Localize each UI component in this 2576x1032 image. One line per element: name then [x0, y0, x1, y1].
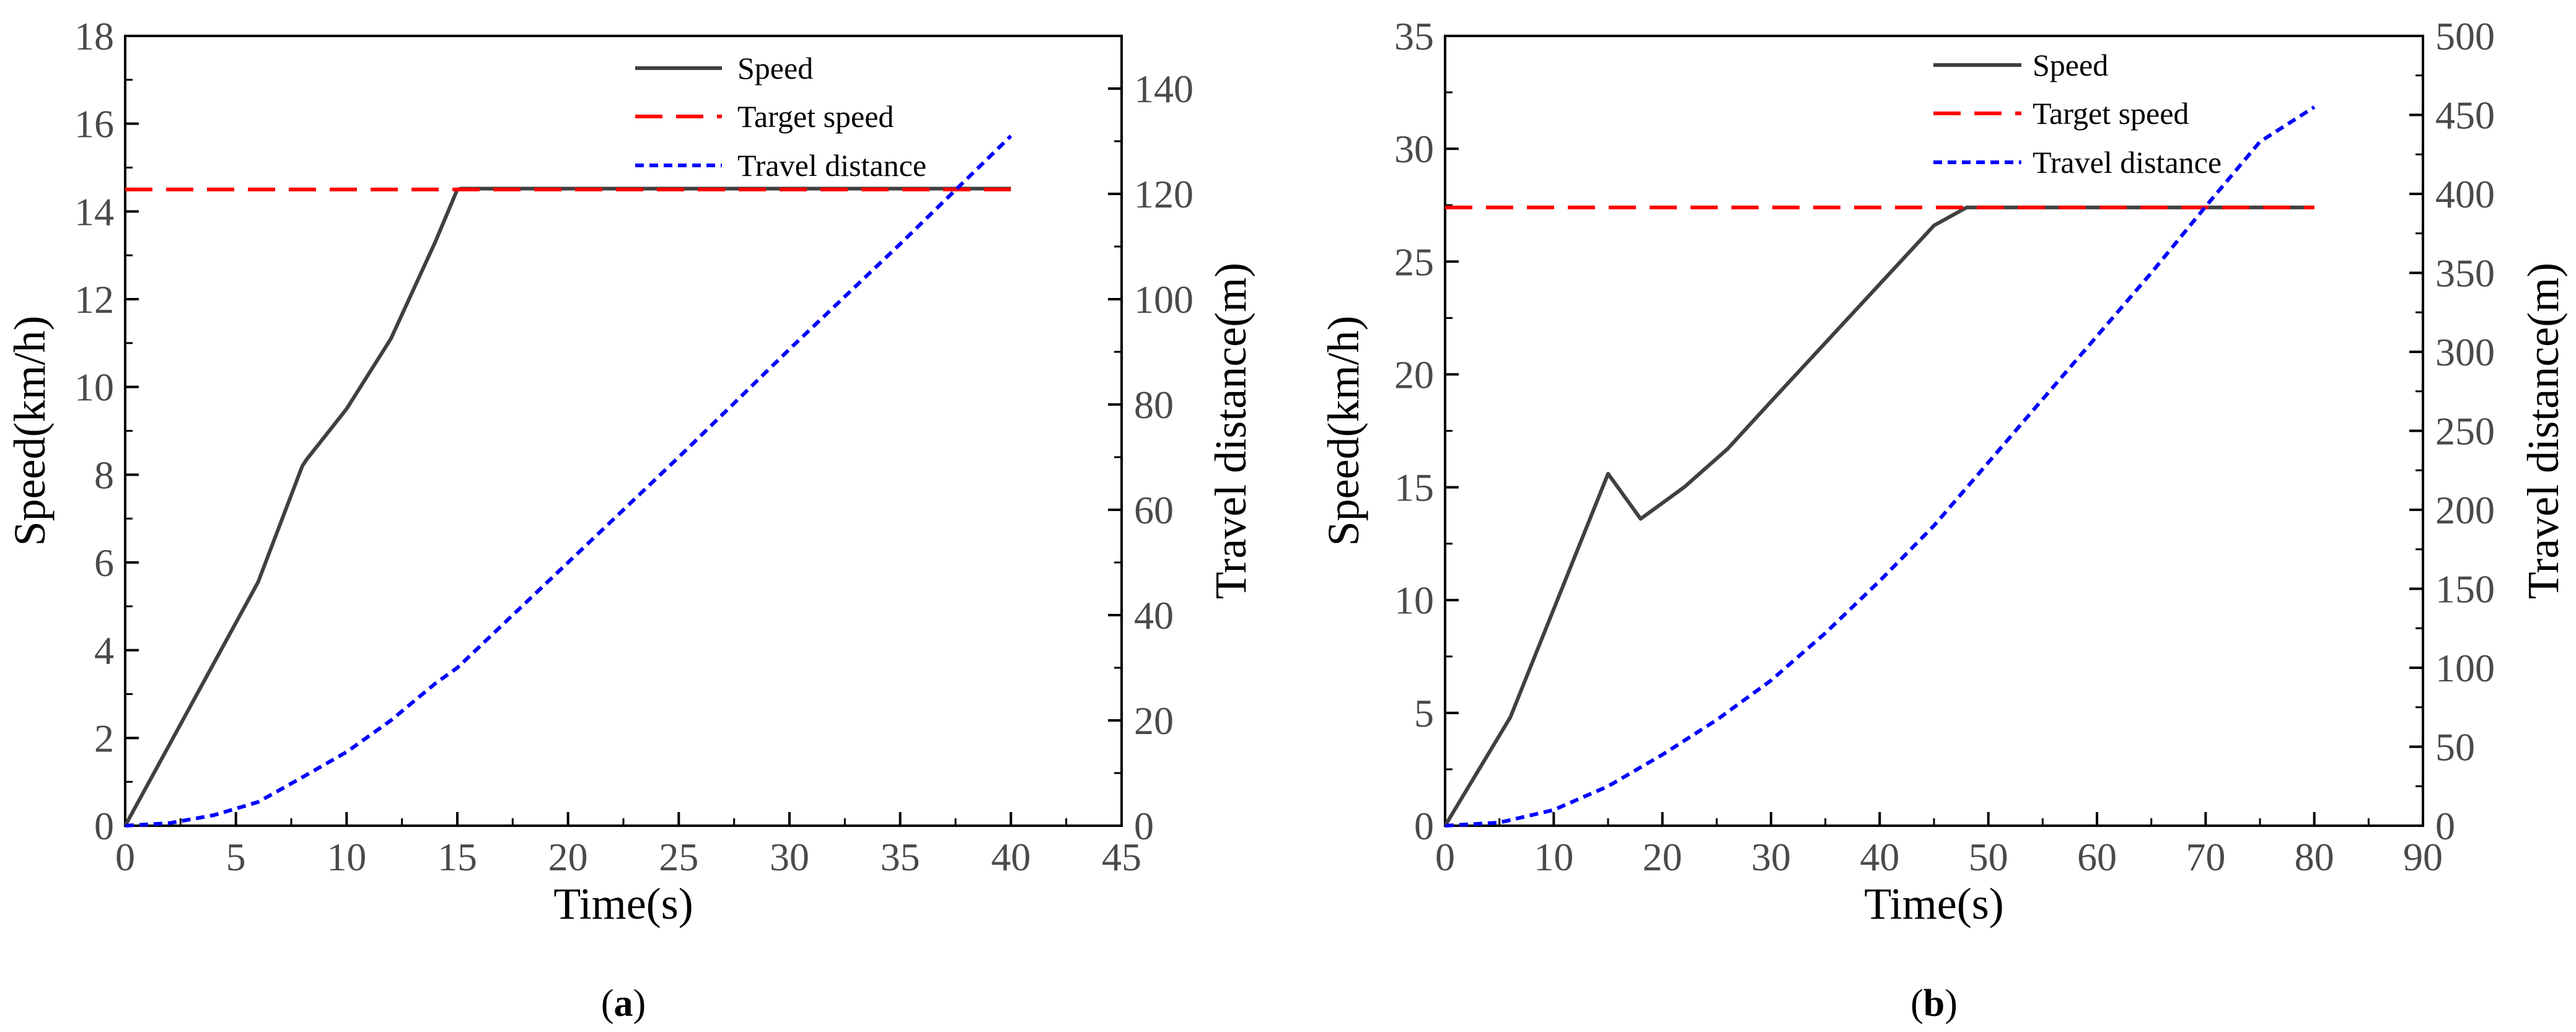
x-tick-label: 80: [2295, 835, 2334, 879]
y2-tick-label: 100: [1134, 278, 1193, 321]
y-tick-label: 35: [1394, 14, 1434, 58]
y2-tick-label: 300: [2435, 330, 2495, 374]
caption-close-paren: ): [633, 982, 646, 1025]
plot-frame: [124, 35, 1123, 827]
y-tick-label: 20: [1394, 352, 1434, 396]
y-tick-label: 25: [1394, 240, 1434, 284]
y-tick-label: 16: [74, 102, 114, 146]
y-tick-label: 6: [94, 541, 114, 585]
legend-label: Speed: [2033, 48, 2108, 82]
x-tick-label: 0: [115, 835, 135, 879]
series-line-travel-distance: [1444, 105, 2316, 828]
series-line-speed: [123, 186, 1011, 827]
y2-tick-label: 50: [2435, 725, 2475, 769]
y2-tick-label: 150: [2435, 567, 2495, 611]
y2-tick-label: 450: [2435, 94, 2495, 138]
legend-label: Travel distance: [737, 148, 926, 183]
x-tick-label: 70: [2186, 835, 2225, 879]
y2-axis-title: Travel distance(m): [1206, 263, 1255, 599]
x-tick-label: 25: [659, 835, 698, 879]
y-tick-label: 15: [1394, 466, 1434, 510]
x-tick-label: 35: [881, 835, 920, 879]
series-line-travel-distance: [125, 134, 1013, 828]
x-tick-label: 5: [226, 835, 246, 879]
y2-tick-label: 80: [1134, 383, 1174, 427]
x-tick-label: 20: [548, 835, 588, 879]
caption-open-paren: (: [1910, 982, 1923, 1025]
x-tick-label: 20: [1643, 835, 1682, 879]
y2-tick-label: 350: [2435, 251, 2495, 295]
x-tick-label: 30: [1751, 835, 1791, 879]
series-line-speed: [1443, 205, 2314, 827]
y2-tick-label: 140: [1134, 67, 1193, 111]
legend-label: Speed: [737, 51, 813, 85]
y2-axis-title: Travel distance(m): [2518, 263, 2568, 599]
y2-tick-label: 60: [1134, 488, 1174, 532]
legend-label: Travel distance: [2033, 145, 2222, 180]
chart-panel-b: 0 10 20 30 40 50 60 70 80 90051015202530350501001…: [1319, 14, 2568, 1025]
y2-tick-label: 40: [1134, 593, 1174, 637]
x-tick-label: 60: [2077, 835, 2117, 879]
x-tick-label: 90: [2403, 835, 2443, 879]
x-tick-label: 10: [1534, 835, 1573, 879]
y-tick-label: 10: [74, 365, 114, 409]
x-tick-label: 40: [1860, 835, 1899, 879]
x-tick-label: 45: [1102, 835, 1141, 879]
x-tick-label: 10: [327, 835, 366, 879]
y-tick-label: 14: [74, 190, 114, 234]
y2-tick-label: 200: [2435, 488, 2495, 532]
x-tick-label: 15: [437, 835, 477, 879]
x-tick-label: 30: [770, 835, 809, 879]
y2-tick-label: 120: [1134, 172, 1193, 216]
x-axis-title: Time(s): [1864, 879, 2003, 929]
y-tick-label: 10: [1394, 579, 1434, 623]
y-tick-label: 12: [74, 278, 114, 321]
panel-caption: (b): [1910, 982, 1958, 1025]
y2-tick-label: 400: [2435, 172, 2495, 216]
x-tick-label: 50: [1969, 835, 2008, 879]
legend: Speed Target speed Travel distance: [635, 51, 926, 183]
y-tick-label: 4: [94, 629, 114, 673]
y-tick-label: 18: [74, 14, 114, 58]
legend-label: Target speed: [737, 99, 894, 134]
legend: Speed Target speed Travel distance: [1933, 48, 2222, 180]
panel-caption: (a): [601, 982, 646, 1025]
legend-label: Target speed: [2033, 96, 2189, 131]
y-tick-label: 8: [94, 453, 114, 497]
plot-frame: [1444, 35, 2424, 827]
y2-tick-label: 0: [1134, 804, 1154, 848]
y2-tick-label: 20: [1134, 699, 1174, 743]
caption-letter: b: [1923, 982, 1945, 1025]
y2-tick-label: 0: [2435, 804, 2455, 848]
y-axis-title: Speed(km/h): [1319, 316, 1368, 546]
chart-panel-a: 0 5 10 15 20 25 30 35 40 450246810121416180204060…: [5, 14, 1255, 1025]
caption-close-paren: ): [1945, 982, 1958, 1025]
y-tick-label: 0: [1414, 804, 1434, 848]
y-tick-label: 5: [1414, 691, 1434, 735]
x-tick-label: 40: [991, 835, 1031, 879]
caption-open-paren: (: [601, 982, 614, 1025]
y-tick-label: 0: [94, 804, 114, 848]
y2-tick-label: 250: [2435, 409, 2495, 453]
y-tick-label: 30: [1394, 127, 1434, 171]
x-axis-title: Time(s): [553, 879, 693, 929]
y2-tick-label: 500: [2435, 14, 2495, 58]
y-axis-title: Speed(km/h): [5, 316, 55, 546]
y2-tick-label: 100: [2435, 646, 2495, 690]
y-tick-label: 2: [94, 716, 114, 760]
x-tick-label: 0: [1435, 835, 1455, 879]
caption-letter: a: [614, 982, 633, 1025]
